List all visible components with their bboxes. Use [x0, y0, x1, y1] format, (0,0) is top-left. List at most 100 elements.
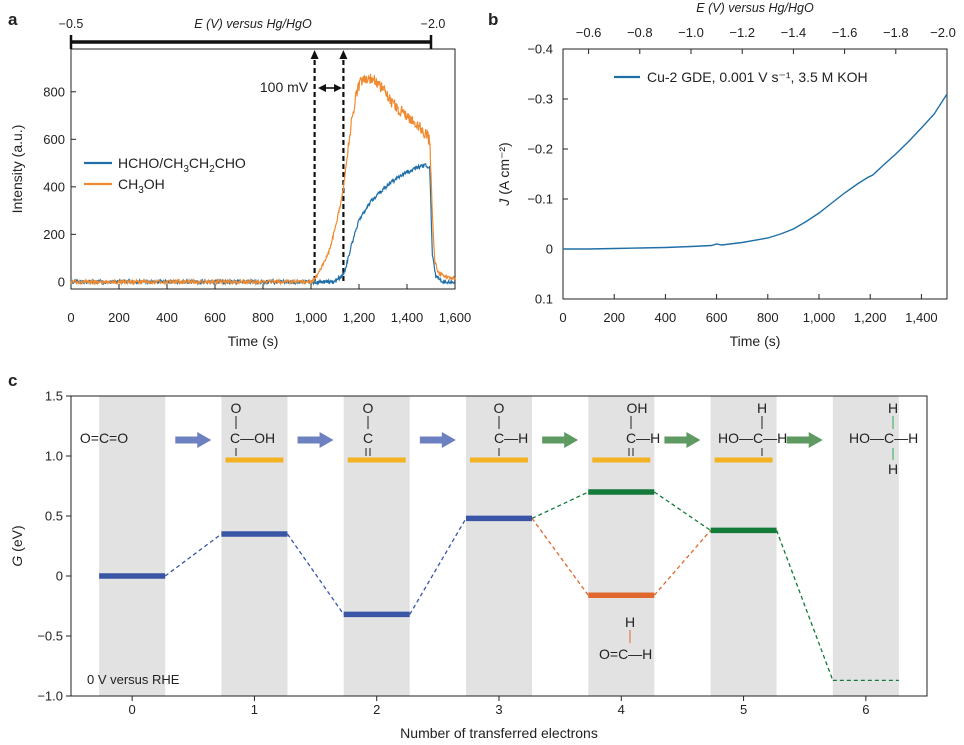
marker-lines-a [310, 50, 348, 281]
c-connector [653, 491, 711, 531]
a-ytick-label: 200 [43, 227, 65, 242]
y-axis-label-b-j: J [496, 198, 512, 207]
c-connector [531, 491, 589, 519]
annotation-rhe: 0 V versus RHE [87, 672, 180, 687]
b-xtick-label: 200 [603, 310, 625, 325]
c-connector [653, 529, 712, 596]
c-connector [775, 530, 834, 681]
b-toptick-label: −0.8 [627, 25, 653, 40]
top-axis-a: −0.5 −2.0 E (V) versus Hg/HgO [59, 17, 446, 49]
energy-levels-c [99, 489, 899, 682]
c-xtick-label: 0 [129, 702, 136, 717]
b-ytick-label: 0.1 [535, 292, 553, 307]
c-grey-band [99, 396, 166, 696]
y-axis-label-c: G (eV) [9, 525, 25, 566]
series-a [70, 73, 456, 287]
b-ytick-label: −0.4 [527, 42, 553, 57]
y-axis-label-a: Intensity (a.u.) [9, 125, 25, 214]
c-grey-band [588, 396, 655, 696]
b-xtick-label: 1,200 [854, 310, 887, 325]
c-ytick-label: −0.5 [37, 629, 63, 644]
a-ytick-label: 600 [43, 132, 65, 147]
b-toptick-label: −2.0 [930, 25, 956, 40]
panel-c: c 0 1 2 3 4 5 6 1.5 1.0 0.5 0 −0.5 −1.0 O=C=O O C—OH… [8, 371, 928, 741]
a-marker-arrowhead [339, 50, 348, 59]
c-ytick-label: 1.0 [45, 449, 63, 464]
c-ytick-label: 1.5 [45, 389, 63, 404]
x-axis-label-a: Time (s) [228, 333, 279, 349]
molecule-cooh-main: C—OH [230, 430, 275, 446]
a-xtick-label: 400 [156, 310, 178, 325]
c-step-arrow [664, 432, 701, 448]
molecule-hcho-top: H [625, 614, 635, 630]
legend-label-cu2: Cu-2 GDE, 0.001 V s⁻¹, 3.5 M KOH [647, 69, 868, 85]
c-ytick-label: −1.0 [37, 689, 63, 704]
y-axis-label-b-unit: (A cm⁻²) [496, 142, 512, 198]
b-xtick-label: 800 [757, 310, 779, 325]
a-marker-arrowhead [310, 50, 319, 59]
c-step-arrow [542, 432, 579, 448]
b-toptick-label: −1.0 [678, 25, 704, 40]
a-ytick-label: 400 [43, 179, 65, 194]
b-xtick-label: 1,400 [905, 310, 938, 325]
b-ytick-label: −0.2 [527, 142, 553, 157]
c-grey-band [465, 396, 533, 696]
a-xtick-label: 1,600 [439, 310, 472, 325]
b-ytick-label: −0.1 [527, 192, 553, 207]
b-xtick-label: 0 [559, 310, 566, 325]
top-axis-title-b-text: E (V) versus Hg/HgO [696, 1, 814, 15]
molecule-ch3oh-top: H [888, 400, 898, 416]
axis-ticks-c: 0 1 2 3 4 5 6 1.5 1.0 0.5 0 −0.5 −1.0 [37, 389, 869, 718]
c-grey-band [221, 396, 288, 696]
y-axis-label-b: J (A cm⁻²) [496, 142, 512, 206]
c-xtick-label: 2 [373, 702, 380, 717]
molecule-hcho: H O=C—H [599, 614, 652, 662]
molecule-co-top: O [363, 400, 374, 416]
molecule-co-main: C [363, 430, 373, 446]
series-b [563, 93, 948, 250]
top-axis-left-label-a: −0.5 [59, 17, 84, 31]
legend-label-ch3oh: CH3OH [118, 176, 165, 196]
axis-ticks-a: 0 200 400 600 800 1,000 1,200 1,400 1,600 0 200 400… [43, 84, 471, 325]
a-series-line [70, 73, 456, 287]
b-toptick-label: −1.2 [729, 25, 755, 40]
a-xtick-label: 1,000 [295, 310, 328, 325]
b-xtick-label: 400 [655, 310, 677, 325]
connectors-c [164, 491, 834, 681]
c-xtick-label: 5 [740, 702, 747, 717]
top-axis-title-a-text: E (V) versus Hg/HgO [194, 17, 312, 31]
top-axis-right-label-a: −2.0 [421, 17, 446, 31]
molecule-ch3oh-main: HO—C—H [849, 430, 918, 446]
c-connector [164, 533, 222, 577]
plot-frame-b [562, 48, 948, 300]
legend-a: HCHO/CH3CH2CHO CH3OH [84, 155, 246, 196]
panel-b: b 0 200 400 600 800 1,000 1,200 1,400 0.1 0 −0.1 −0… [488, 1, 956, 349]
a-ytick-label: 0 [58, 274, 65, 289]
molecule-ch3oh-bottom: H [888, 461, 898, 477]
panel-label-a: a [8, 10, 18, 29]
panel-label-b: b [488, 10, 498, 29]
marker-label-a: 100 mV [260, 79, 309, 95]
c-grey-band [832, 396, 899, 696]
c-xtick-label: 1 [251, 702, 258, 717]
c-connector [409, 518, 467, 615]
molecule-choh-main: C—H [626, 430, 660, 446]
molecule-cho-top: O [494, 400, 505, 416]
c-ytick-label: 0 [56, 569, 63, 584]
c-grey-band [710, 396, 777, 696]
a-xtick-label: 800 [252, 310, 274, 325]
molecule-cooh-top: O [231, 400, 242, 416]
molecule-ch2oh-top: H [757, 400, 767, 416]
molecule-ch3oh: H HO—C—H H [849, 400, 918, 477]
a-xtick-label: 1,200 [343, 310, 376, 325]
b-series-line [563, 93, 948, 250]
b-xtick-label: 600 [706, 310, 728, 325]
c-connector [286, 533, 345, 615]
c-xtick-label: 4 [618, 702, 625, 717]
grey-bands-c [99, 396, 899, 696]
b-xtick-label: 1,000 [803, 310, 836, 325]
molecule-cho-main: C—H [494, 430, 528, 446]
panel-a: a 0 200 400 600 800 1,000 1,200 1,400 1,600 0 200 4… [8, 10, 471, 349]
a-ytick-label: 800 [43, 84, 65, 99]
